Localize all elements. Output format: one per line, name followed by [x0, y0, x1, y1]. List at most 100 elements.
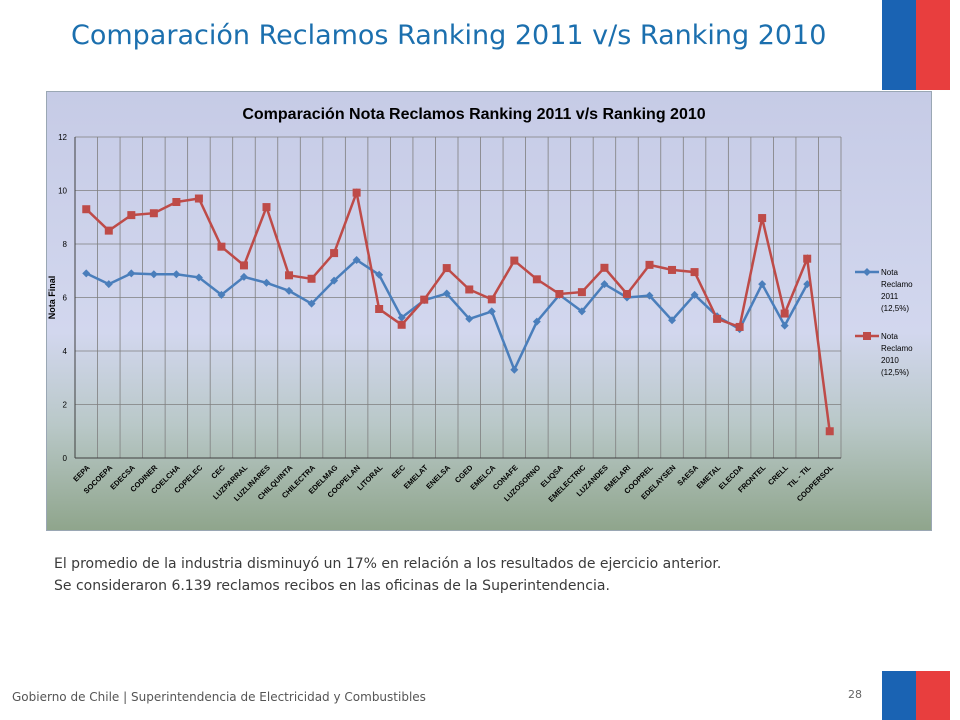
data-point-marker	[104, 280, 113, 289]
data-point-marker	[239, 261, 248, 270]
flag-blue-stripe	[882, 0, 916, 90]
flag-logo-bottom	[882, 671, 950, 720]
data-point-marker	[420, 295, 429, 304]
data-point-marker	[375, 270, 384, 279]
x-tick-label: CEC	[209, 463, 227, 481]
y-tick-label: 2	[63, 401, 68, 410]
data-point-marker	[690, 290, 699, 299]
data-point-marker	[397, 320, 406, 329]
data-point-marker	[352, 256, 361, 265]
body-text: El promedio de la industria disminuyó un…	[54, 553, 854, 597]
legend-label: 2010	[881, 356, 899, 365]
data-point-marker	[194, 273, 203, 282]
series-line	[85, 187, 831, 432]
slide-title: Comparación Reclamos Ranking 2011 v/s Ra…	[71, 20, 827, 51]
legend-label: (12,5%)	[881, 304, 909, 313]
x-tick-label: EEPA	[71, 463, 92, 484]
data-point-marker	[127, 211, 136, 220]
data-point-marker	[127, 269, 136, 278]
data-point-marker	[104, 226, 113, 235]
flag-blue-stripe	[882, 671, 916, 720]
data-point-marker	[307, 299, 316, 308]
flag-red-stripe	[916, 0, 950, 90]
data-point-marker	[82, 205, 91, 214]
data-point-marker	[442, 289, 451, 298]
data-point-marker	[690, 268, 699, 277]
data-point-marker	[397, 313, 406, 322]
legend-label: Nota	[881, 268, 898, 277]
data-point-marker	[172, 198, 181, 207]
data-point-marker	[780, 309, 789, 318]
chart-legend: Nota Reclamo 2011 (12,5%) Nota Reclamo 2010 (12…	[855, 268, 913, 377]
data-point-marker	[577, 307, 586, 316]
data-point-marker	[375, 305, 384, 314]
y-tick-label: 12	[58, 133, 67, 142]
flag-logo-top	[882, 0, 950, 90]
data-point-marker	[217, 242, 226, 251]
series-line	[85, 258, 809, 373]
data-point-marker	[465, 314, 474, 323]
x-tick-label: EEC	[390, 463, 408, 481]
data-point-marker	[172, 270, 181, 279]
data-point-marker	[330, 276, 339, 285]
page-number: 28	[848, 688, 862, 701]
body-line: Se consideraron 6.139 reclamos recibos e…	[54, 578, 610, 594]
data-point-marker	[487, 295, 496, 304]
legend-label: 2011	[881, 292, 899, 301]
data-point-marker	[758, 280, 767, 289]
flag-red-stripe	[916, 671, 950, 720]
legend-label: (12,5%)	[881, 368, 909, 377]
data-point-marker	[149, 270, 158, 279]
y-tick-label: 0	[63, 454, 68, 463]
data-point-marker	[194, 194, 203, 203]
data-point-marker	[713, 314, 722, 323]
data-point-marker	[645, 291, 654, 300]
data-point-marker	[532, 275, 541, 284]
data-point-marker	[645, 260, 654, 269]
chart-container: Comparación Nota Reclamos Ranking 2011 v…	[46, 91, 932, 531]
data-point-marker	[622, 290, 631, 299]
data-point-marker	[668, 316, 677, 325]
data-point-marker	[758, 214, 767, 223]
data-point-marker	[510, 365, 519, 374]
data-point-marker	[149, 209, 158, 218]
data-point-marker	[780, 321, 789, 330]
data-point-marker	[465, 285, 474, 294]
data-point-marker	[239, 272, 248, 281]
data-point-marker	[442, 264, 451, 273]
y-tick-label: 4	[63, 347, 68, 356]
data-point-marker	[825, 427, 834, 436]
data-point-marker	[668, 265, 677, 274]
footer-text: Gobierno de Chile | Superintendencia de …	[12, 690, 426, 704]
data-point-marker	[510, 256, 519, 265]
data-point-marker	[487, 307, 496, 316]
data-point-marker	[82, 269, 91, 278]
y-tick-label: 8	[63, 240, 68, 249]
legend-label: Nota	[881, 332, 898, 341]
legend-marker	[863, 332, 871, 340]
line-chart: Comparación Nota Reclamos Ranking 2011 v…	[47, 106, 913, 504]
y-tick-label: 6	[63, 294, 68, 303]
legend-label: Reclamo	[881, 344, 913, 353]
data-point-marker	[217, 290, 226, 299]
body-line: El promedio de la industria disminuyó un…	[54, 556, 722, 572]
data-point-marker	[285, 271, 294, 280]
data-point-marker	[555, 290, 564, 299]
data-point-marker	[735, 322, 744, 331]
data-point-marker	[285, 286, 294, 295]
y-tick-label: 10	[58, 187, 67, 196]
data-point-marker	[262, 203, 271, 212]
data-point-marker	[803, 254, 812, 263]
data-point-marker	[307, 274, 316, 283]
legend-marker	[863, 268, 871, 276]
chart-title: Comparación Nota Reclamos Ranking 2011 v…	[242, 106, 705, 123]
data-point-marker	[600, 263, 609, 272]
legend-label: Reclamo	[881, 280, 913, 289]
data-point-marker	[577, 288, 586, 297]
data-point-marker	[262, 278, 271, 287]
data-point-marker	[330, 249, 339, 258]
data-point-marker	[532, 317, 541, 326]
x-tick-label: ENELSA	[424, 463, 452, 491]
y-axis-label: Nota Final	[47, 276, 57, 320]
data-point-marker	[600, 280, 609, 289]
